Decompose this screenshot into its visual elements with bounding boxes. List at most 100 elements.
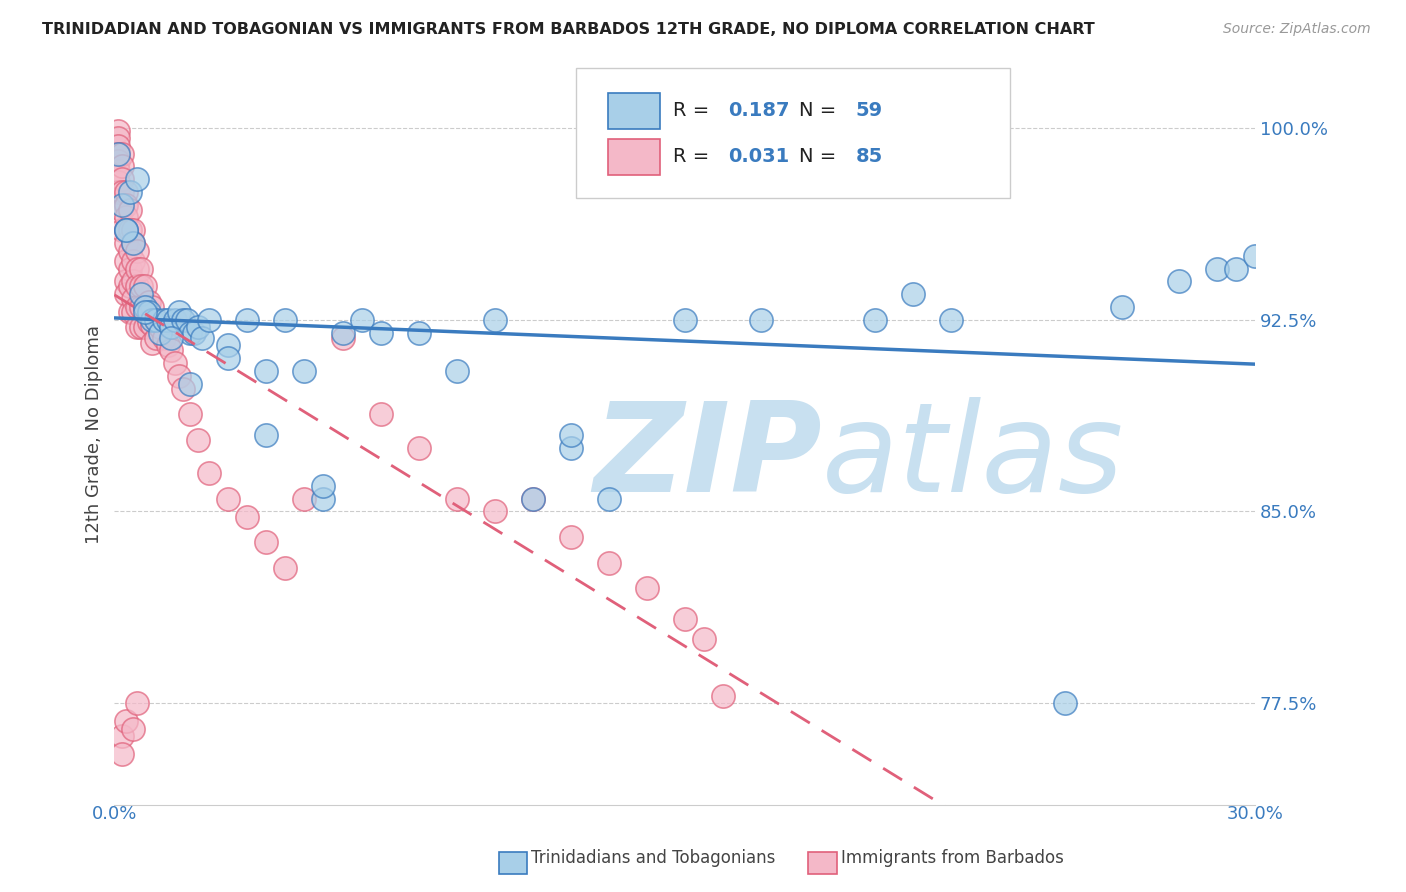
Point	[236, 509, 259, 524]
Point	[122, 235, 145, 250]
Point	[198, 466, 221, 480]
Text: N =: N =	[799, 102, 842, 120]
Point	[183, 326, 205, 340]
Point	[332, 326, 354, 340]
Point	[1111, 300, 1133, 314]
Point	[1244, 249, 1267, 263]
Point	[114, 223, 136, 237]
Point	[107, 123, 129, 137]
Point	[129, 279, 152, 293]
Point	[692, 632, 714, 647]
Point	[127, 320, 149, 334]
Point	[118, 261, 141, 276]
Point	[145, 330, 167, 344]
Point	[256, 427, 278, 442]
Point	[198, 312, 221, 326]
Point	[160, 330, 183, 344]
Point	[560, 530, 582, 544]
Point	[127, 696, 149, 710]
Point	[138, 294, 160, 309]
Point	[446, 364, 468, 378]
Point	[901, 287, 924, 301]
Point	[153, 312, 176, 326]
Point	[294, 491, 316, 506]
Point	[118, 279, 141, 293]
Point	[217, 491, 239, 506]
Y-axis label: 12th Grade, No Diploma: 12th Grade, No Diploma	[86, 326, 103, 544]
Point	[176, 312, 198, 326]
Point	[111, 197, 134, 211]
Text: R =: R =	[673, 102, 716, 120]
Point	[312, 479, 335, 493]
Text: R =: R =	[673, 147, 716, 166]
Point	[127, 300, 149, 314]
Point	[107, 146, 129, 161]
Point	[114, 223, 136, 237]
Point	[111, 159, 134, 173]
Text: 0.187: 0.187	[728, 102, 790, 120]
Point	[122, 223, 145, 237]
Point	[673, 312, 696, 326]
Point	[863, 312, 886, 326]
Point	[1053, 696, 1076, 710]
Point	[107, 131, 129, 145]
Text: 85: 85	[856, 147, 883, 166]
Point	[127, 172, 149, 186]
Point	[111, 223, 134, 237]
Point	[149, 326, 172, 340]
Point	[118, 202, 141, 217]
Point	[111, 185, 134, 199]
Point	[114, 287, 136, 301]
Point	[145, 312, 167, 326]
Point	[294, 364, 316, 378]
FancyBboxPatch shape	[576, 68, 1010, 197]
Point	[446, 491, 468, 506]
Point	[145, 312, 167, 326]
Point	[560, 441, 582, 455]
Text: 59: 59	[856, 102, 883, 120]
Point	[118, 244, 141, 258]
Point	[408, 326, 430, 340]
Point	[312, 491, 335, 506]
Point	[141, 335, 163, 350]
Point	[129, 261, 152, 276]
Point	[636, 581, 658, 595]
Point	[111, 730, 134, 744]
Point	[138, 305, 160, 319]
Text: Source: ZipAtlas.com: Source: ZipAtlas.com	[1223, 22, 1371, 37]
Point	[134, 279, 156, 293]
Point	[114, 223, 136, 237]
Point	[179, 407, 201, 421]
Point	[484, 312, 506, 326]
Point	[179, 376, 201, 391]
Point	[1205, 261, 1227, 276]
Point	[114, 254, 136, 268]
Point	[217, 338, 239, 352]
Point	[165, 312, 187, 326]
Point	[939, 312, 962, 326]
Text: 30.0%: 30.0%	[1226, 805, 1284, 823]
Point	[370, 407, 392, 421]
Text: N =: N =	[799, 147, 842, 166]
Point	[616, 146, 638, 161]
Point	[179, 326, 201, 340]
Point	[141, 318, 163, 332]
Point	[122, 274, 145, 288]
Point	[172, 312, 194, 326]
Point	[217, 351, 239, 365]
Point	[598, 556, 620, 570]
Point	[114, 211, 136, 225]
Point	[114, 235, 136, 250]
Point	[1167, 274, 1189, 288]
Point	[156, 312, 179, 326]
Point	[134, 300, 156, 314]
Point	[111, 172, 134, 186]
Point	[160, 320, 183, 334]
Point	[111, 146, 134, 161]
Point	[172, 382, 194, 396]
Point	[134, 320, 156, 334]
Point	[187, 320, 209, 334]
Point	[141, 300, 163, 314]
Point	[673, 612, 696, 626]
Point	[114, 274, 136, 288]
